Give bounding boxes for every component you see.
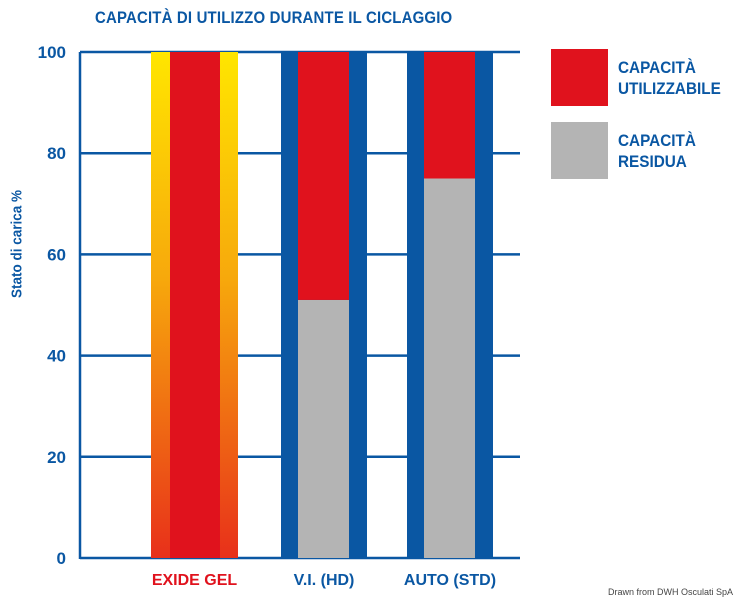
credit-text: Drawn from DWH Osculati SpA	[607, 587, 733, 597]
legend-item-usable: CAPACITÀ UTILIZZABILE	[551, 49, 732, 106]
bar-segment	[424, 178, 475, 558]
x-tick-label: AUTO (STD)	[404, 572, 496, 589]
y-tick-label: 0	[57, 549, 66, 568]
y-tick-label: 80	[47, 144, 66, 163]
legend-swatch-residual	[551, 122, 608, 179]
chart-title: CAPACITÀ DI UTILIZZO DURANTE IL CICLAGGI…	[95, 8, 453, 27]
bar-segment	[298, 52, 349, 300]
legend-item-residual: CAPACITÀ RESIDUA	[551, 122, 705, 179]
y-tick-label: 100	[38, 43, 66, 62]
legend-label-line1: CAPACITÀ	[618, 130, 696, 150]
legend-label-line1: CAPACITÀ	[618, 57, 696, 77]
y-tick-label: 20	[47, 448, 66, 467]
legend-label-line2: RESIDUA	[618, 151, 687, 171]
y-tick-label: 60	[47, 245, 66, 264]
bar-segment	[298, 299, 349, 558]
bar-segment	[170, 52, 220, 558]
bar-segment	[424, 52, 475, 179]
legend-label-line2: UTILIZZABILE	[618, 78, 721, 98]
legend-swatch-usable	[551, 49, 608, 106]
x-tick-label: EXIDE GEL	[152, 572, 238, 589]
y-tick-label: 40	[47, 347, 66, 366]
x-tick-label: V.I. (HD)	[294, 572, 355, 589]
